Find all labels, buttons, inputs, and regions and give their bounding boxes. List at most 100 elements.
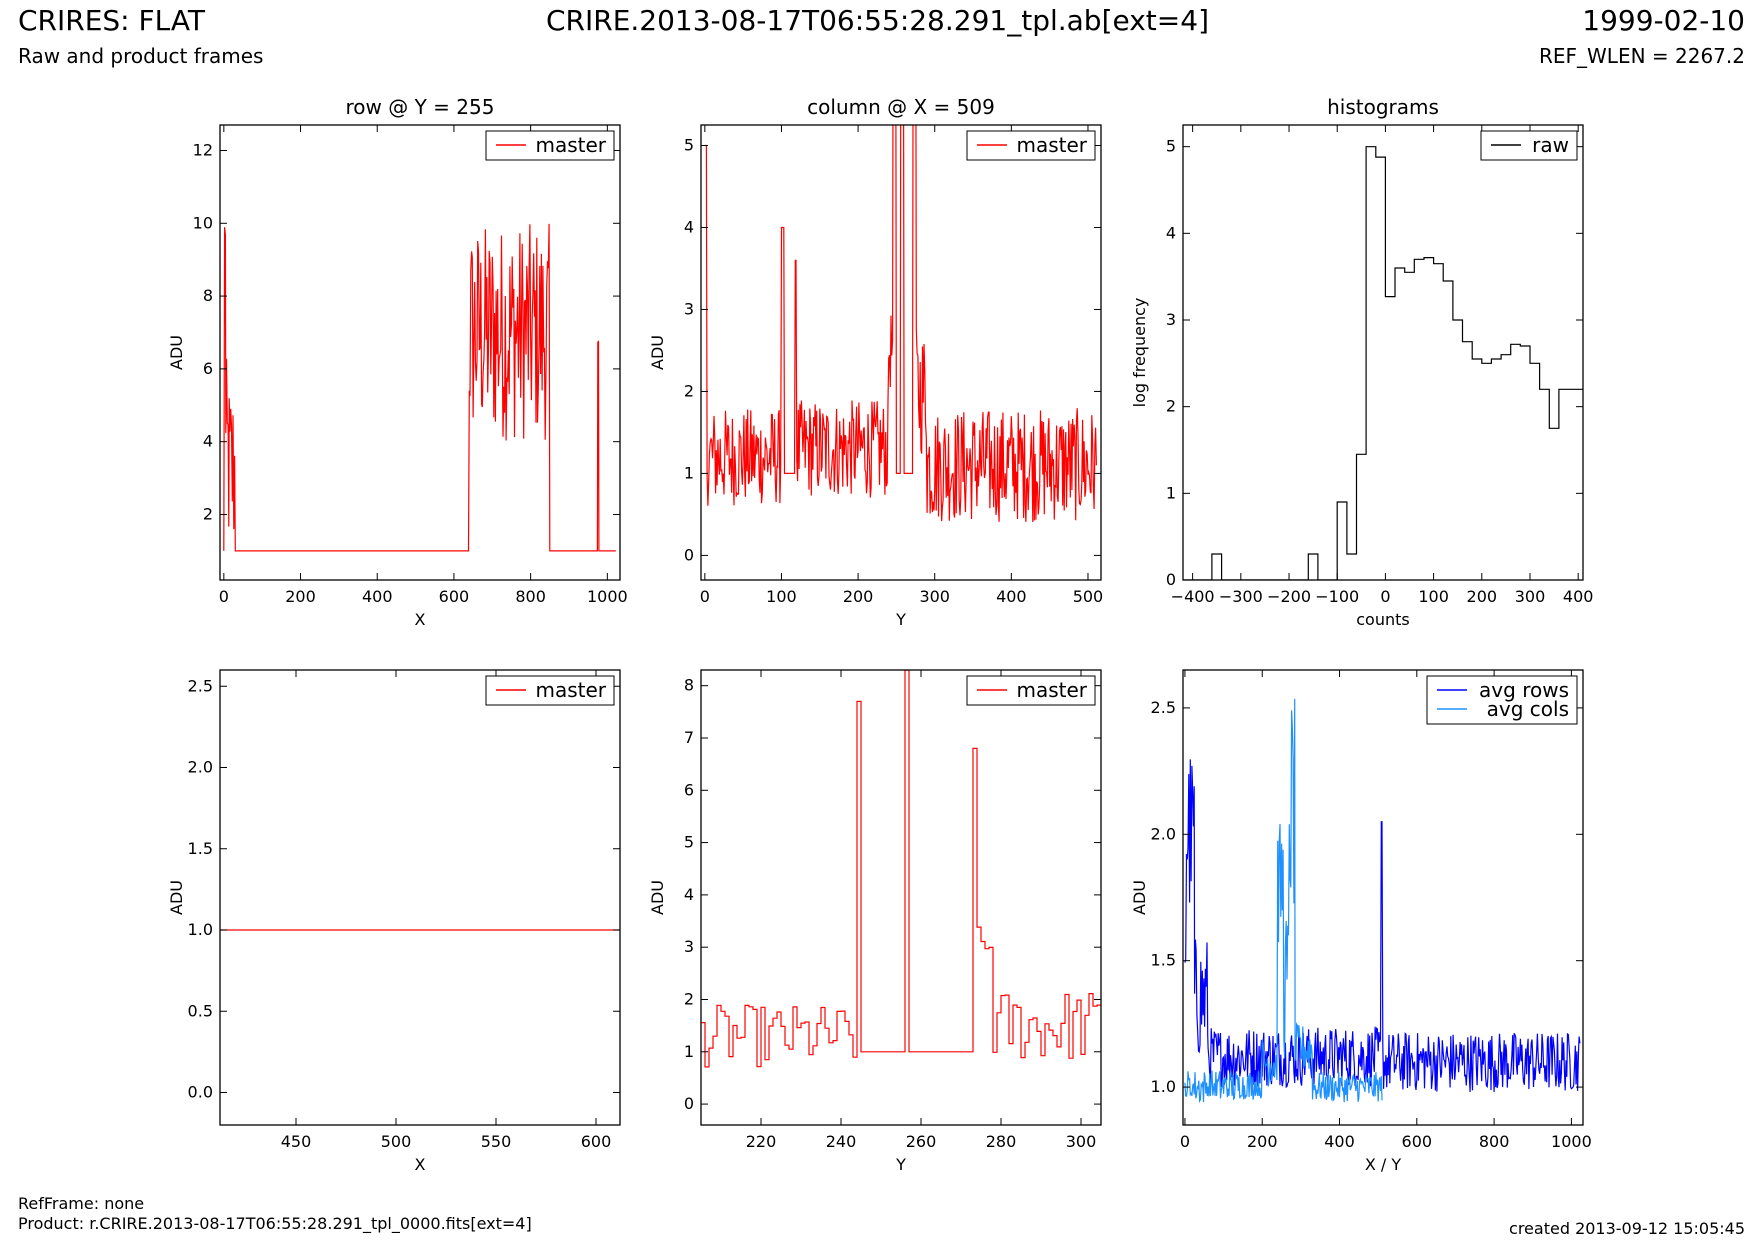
legend-label: avg rows <box>1479 678 1569 702</box>
chart-panel-4: 450 500 550 600 0.0 0.5 1.0 1.5 2.0 2.5 X ADU master <box>167 669 621 1174</box>
x-tick-label: 0 <box>1180 1132 1190 1151</box>
y-tick-label: 2 <box>1166 397 1176 416</box>
ref-wlen-label: REF_WLEN = 2267.2 <box>1538 44 1745 68</box>
plot-frame <box>219 124 621 581</box>
x-tick-label: 400 <box>996 587 1027 606</box>
y-tick-label: 2 <box>684 989 694 1008</box>
plot-frame <box>700 669 1102 1126</box>
x-tick-label: 550 <box>481 1132 512 1151</box>
series-master-line <box>223 223 616 552</box>
y-tick-label: 0.0 <box>188 1083 213 1102</box>
x-tick-label: 500 <box>1073 587 1104 606</box>
x-tick-label: 200 <box>843 587 874 606</box>
chart-title: row @ Y = 255 <box>346 95 495 119</box>
x-tick-label: 600 <box>581 1132 612 1151</box>
series-master-line <box>704 125 1097 523</box>
y-tick-label: 1 <box>684 463 694 482</box>
x-tick-label: 240 <box>826 1132 857 1151</box>
x-tick-label: 220 <box>746 1132 777 1151</box>
y-tick-label: 6 <box>203 359 213 378</box>
x-axis-label: X <box>415 1155 426 1174</box>
x-tick-label: 0 <box>219 587 229 606</box>
series-avg-cols-line <box>1184 698 1383 1103</box>
x-tick-label: 1000 <box>1551 1132 1592 1151</box>
y-tick-label: 3 <box>684 937 694 956</box>
y-tick-label: 2.0 <box>1151 824 1176 843</box>
x-tick-label: 400 <box>362 587 393 606</box>
series-avg-rows-line <box>1184 759 1581 1093</box>
series-raw-line <box>1183 146 1583 580</box>
y-tick-label: 3 <box>1166 310 1176 329</box>
x-tick-label: 450 <box>281 1132 312 1151</box>
x-tick-label: 200 <box>1247 1132 1278 1151</box>
x-tick-label: 200 <box>1467 587 1498 606</box>
x-tick-label: 0 <box>700 587 710 606</box>
legend-label: master <box>535 133 606 157</box>
plot-frame <box>1182 669 1584 1126</box>
y-tick-label: 4 <box>1166 223 1176 242</box>
y-axis-label: ADU <box>648 880 667 915</box>
x-tick-label: 400 <box>1324 1132 1355 1151</box>
y-tick-label: 6 <box>684 780 694 799</box>
y-tick-label: 7 <box>684 728 694 747</box>
y-tick-label: 12 <box>193 140 213 159</box>
y-tick-label: 10 <box>193 213 213 232</box>
y-tick-label: 2 <box>203 504 213 523</box>
y-tick-label: 1.5 <box>1151 951 1176 970</box>
y-axis-label: ADU <box>167 335 186 370</box>
y-tick-label: 1 <box>1166 483 1176 502</box>
product-label: Product: r.CRIRE.2013-08-17T06:55:28.291… <box>18 1214 532 1233</box>
x-tick-label: −400 <box>1171 587 1215 606</box>
x-tick-label: −100 <box>1315 587 1359 606</box>
chart-legend: master <box>485 675 615 706</box>
plot-frame <box>1182 124 1584 581</box>
x-axis-label: X / Y <box>1365 1155 1402 1174</box>
chart-legend: raw <box>1480 130 1578 161</box>
chart-title: column @ X = 509 <box>807 95 995 119</box>
y-tick-label: 0 <box>684 1094 694 1113</box>
y-tick-label: 1.0 <box>1151 1077 1176 1096</box>
x-axis-label: Y <box>895 1155 906 1174</box>
y-tick-label: 5 <box>684 833 694 852</box>
y-tick-label: 1 <box>684 1042 694 1061</box>
y-axis-label: ADU <box>167 880 186 915</box>
legend-label: raw <box>1532 133 1569 157</box>
x-axis-label: X <box>415 610 426 629</box>
legend-box <box>1480 130 1578 161</box>
y-tick-label: 0.5 <box>188 1001 213 1020</box>
legend-label: avg cols <box>1487 697 1569 721</box>
x-tick-label: 800 <box>515 587 546 606</box>
y-axis-label: ADU <box>1130 880 1149 915</box>
created-label: created 2013-09-12 15:05:45 <box>1509 1219 1745 1238</box>
y-tick-label: 2 <box>684 381 694 400</box>
chart-legend: master <box>966 675 1096 706</box>
x-axis-label: Y <box>895 610 906 629</box>
legend-label: master <box>1016 133 1087 157</box>
series-master-line <box>701 670 1101 1068</box>
x-tick-label: 600 <box>1402 1132 1433 1151</box>
x-tick-label: 0 <box>1380 587 1390 606</box>
y-tick-label: 0 <box>684 545 694 564</box>
x-tick-label: 100 <box>766 587 797 606</box>
x-tick-label: −300 <box>1219 587 1263 606</box>
chart-panel-5: 220 240 260 280 300 0 1 2 3 4 5 6 7 8 Y ADU master <box>648 669 1102 1174</box>
y-tick-label: 2.5 <box>188 676 213 695</box>
page-subtitle: Raw and product frames <box>18 44 264 68</box>
x-tick-label: 500 <box>381 1132 412 1151</box>
plot-frame <box>219 669 621 1126</box>
x-tick-label: 100 <box>1418 587 1449 606</box>
y-tick-label: 4 <box>684 885 694 904</box>
x-tick-label: 200 <box>285 587 316 606</box>
x-tick-label: 1000 <box>587 587 628 606</box>
x-tick-label: 300 <box>1515 587 1546 606</box>
legend-label: master <box>1016 678 1087 702</box>
x-tick-label: 300 <box>1066 1132 1097 1151</box>
x-tick-label: 280 <box>986 1132 1017 1151</box>
y-axis-label: log frequency <box>1130 298 1149 408</box>
x-tick-label: 600 <box>439 587 470 606</box>
y-tick-label: 8 <box>203 286 213 305</box>
y-axis-label: ADU <box>648 335 667 370</box>
x-tick-label: 400 <box>1563 587 1594 606</box>
